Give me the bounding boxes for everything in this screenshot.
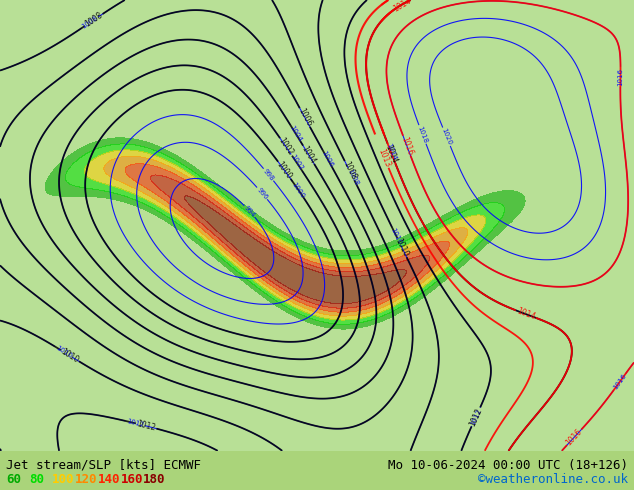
Text: 1002: 1002 — [289, 153, 304, 172]
Text: 1013: 1013 — [377, 147, 392, 169]
Text: 1010: 1010 — [60, 347, 81, 365]
Text: 1016: 1016 — [612, 373, 628, 391]
Text: 1016: 1016 — [564, 427, 584, 447]
Text: 1000: 1000 — [291, 181, 306, 199]
Text: 1014: 1014 — [385, 143, 397, 161]
Text: 1012: 1012 — [136, 419, 157, 433]
Text: 1016: 1016 — [399, 135, 415, 156]
Text: 120: 120 — [75, 473, 97, 486]
Text: 1004: 1004 — [300, 144, 318, 166]
Text: 60: 60 — [6, 473, 22, 486]
Text: 160: 160 — [120, 473, 143, 486]
Text: 1004: 1004 — [288, 124, 303, 143]
Text: 1016: 1016 — [618, 68, 624, 86]
Text: 1002: 1002 — [277, 136, 295, 157]
Text: 1012: 1012 — [469, 408, 482, 426]
Text: 994: 994 — [243, 204, 256, 218]
Text: 100: 100 — [52, 473, 74, 486]
Text: 1006: 1006 — [296, 107, 313, 128]
Text: 140: 140 — [98, 473, 120, 486]
Text: 1008: 1008 — [341, 160, 358, 181]
Text: 1018: 1018 — [417, 125, 429, 144]
Text: 1010: 1010 — [55, 344, 73, 359]
Text: 1008: 1008 — [83, 11, 104, 29]
Text: 1006: 1006 — [320, 149, 334, 168]
Text: 1010: 1010 — [394, 237, 410, 258]
Text: 1014: 1014 — [391, 0, 413, 13]
Text: Mo 10-06-2024 00:00 UTC (18+126): Mo 10-06-2024 00:00 UTC (18+126) — [387, 459, 628, 472]
Text: 1020: 1020 — [441, 127, 453, 146]
Text: 1000: 1000 — [275, 160, 294, 181]
Text: 1012: 1012 — [126, 418, 145, 428]
Text: 1014: 1014 — [515, 307, 536, 321]
Text: 1012: 1012 — [468, 406, 484, 427]
Text: 998: 998 — [262, 168, 275, 182]
Text: ©weatheronline.co.uk: ©weatheronline.co.uk — [477, 473, 628, 486]
Text: 180: 180 — [143, 473, 165, 486]
Text: 1008: 1008 — [346, 168, 359, 187]
Text: 1010: 1010 — [390, 227, 403, 245]
Text: Jet stream/SLP [kts] ECMWF: Jet stream/SLP [kts] ECMWF — [6, 459, 202, 472]
Text: 80: 80 — [29, 473, 44, 486]
Text: 996: 996 — [256, 186, 269, 200]
Text: 1014: 1014 — [384, 143, 399, 164]
Text: 1008: 1008 — [81, 15, 99, 30]
